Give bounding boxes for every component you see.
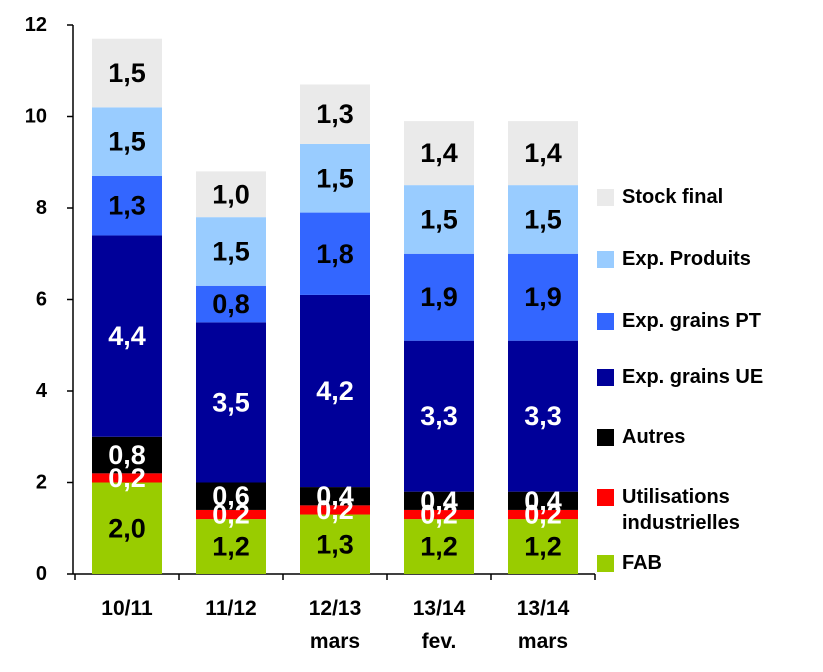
bar-segment <box>508 185 578 254</box>
x-tick-label: 13/14 fev. <box>412 597 466 653</box>
data-label: 0,8 <box>108 440 146 470</box>
legend-label: Autres <box>622 426 686 448</box>
data-label: 1,3 <box>108 191 146 221</box>
bar-segment <box>404 340 474 492</box>
data-label: 3,3 <box>524 401 562 431</box>
data-label: 1,9 <box>420 282 458 312</box>
data-label: 4,2 <box>316 376 354 406</box>
legend-swatch <box>597 369 614 386</box>
data-label: 1,5 <box>212 236 250 266</box>
bar-segment <box>508 519 578 574</box>
data-label: 1,5 <box>316 163 354 193</box>
bar-segment <box>92 38 162 108</box>
bar-segment <box>92 235 162 437</box>
bar-segment <box>300 514 370 574</box>
data-label: 0,2 <box>108 463 146 493</box>
bar-segment <box>92 482 162 574</box>
bar-segment <box>196 519 266 574</box>
y-tick-label: 12 <box>25 14 47 36</box>
bar-segment <box>404 253 474 341</box>
legend-swatch <box>597 313 614 330</box>
bar-segment <box>196 171 266 218</box>
x-tick-label: 10/11 <box>101 597 153 620</box>
bar-segment <box>196 217 266 286</box>
legend-label: Exp. Produits <box>622 248 751 270</box>
data-label: 1,4 <box>420 138 458 168</box>
bar-segment <box>300 294 370 488</box>
data-label: 4,4 <box>108 321 146 351</box>
bar-segment <box>196 322 266 483</box>
bar-segment <box>92 107 162 176</box>
bar-segment <box>404 185 474 254</box>
y-tick-label: 2 <box>36 472 47 494</box>
data-label: 2,0 <box>108 513 146 543</box>
data-label: 1,3 <box>316 99 354 129</box>
data-label: 1,5 <box>524 204 562 234</box>
x-tick-label: 13/14 mars <box>516 597 570 653</box>
y-tick-label: 4 <box>36 380 48 402</box>
bar-segment <box>92 473 162 483</box>
legend-swatch <box>597 555 614 572</box>
bar-segment <box>300 487 370 506</box>
bar-segment <box>404 491 474 510</box>
bar-segment <box>404 121 474 186</box>
data-label: 1,5 <box>420 204 458 234</box>
data-label: 1,5 <box>108 58 146 88</box>
data-label: 3,5 <box>212 387 250 417</box>
bar-segment <box>508 121 578 186</box>
data-label: 0,4 <box>316 481 354 511</box>
data-label: 1,0 <box>212 179 250 209</box>
x-tick-label: 11/12 <box>205 597 257 620</box>
data-label: 1,9 <box>524 282 562 312</box>
bar-segment <box>300 212 370 295</box>
y-tick-label: 0 <box>36 563 47 585</box>
legend-label: Utilisations industrielles <box>622 486 740 534</box>
bar-segment <box>508 253 578 341</box>
data-label: 0,8 <box>212 289 250 319</box>
data-label: 1,4 <box>524 138 562 168</box>
data-label: 0,2 <box>420 500 458 530</box>
legend-swatch <box>597 251 614 268</box>
legend-swatch <box>597 429 614 446</box>
bar-segment <box>300 143 370 213</box>
data-label: 0,2 <box>316 495 354 525</box>
data-label: 0,4 <box>524 486 562 516</box>
bar-segment <box>300 505 370 515</box>
data-label: 1,2 <box>212 532 250 562</box>
data-label: 1,2 <box>420 532 458 562</box>
legend-swatch <box>597 189 614 206</box>
bar-segment <box>196 482 266 510</box>
data-label: 0,6 <box>212 481 250 511</box>
legend-label: Exp. grains UE <box>622 366 764 388</box>
data-label: 0,2 <box>524 500 562 530</box>
data-label: 1,3 <box>316 529 354 559</box>
y-tick-label: 10 <box>25 106 47 128</box>
bar-segment <box>300 84 370 144</box>
data-label: 1,2 <box>524 532 562 562</box>
data-label: 0,2 <box>212 500 250 530</box>
bar-segment <box>196 509 266 520</box>
bar-segment <box>196 285 266 323</box>
legend-label: Stock final <box>622 186 724 208</box>
bar-segment <box>508 509 578 520</box>
legend-label: FAB <box>622 552 662 574</box>
data-label: 1,8 <box>316 239 354 269</box>
bar-segment <box>404 519 474 574</box>
x-tick-label: 12/13 mars <box>308 597 362 653</box>
y-tick-label: 6 <box>36 289 47 311</box>
bar-segment <box>404 509 474 520</box>
legend-swatch <box>597 489 614 506</box>
data-label: 0,4 <box>420 486 458 516</box>
data-label: 3,3 <box>420 401 458 431</box>
bar-segment <box>508 340 578 492</box>
bar-segment <box>508 491 578 510</box>
bar-segment <box>92 436 162 474</box>
legend-label: Exp. grains PT <box>622 310 761 332</box>
bar-segment <box>92 175 162 236</box>
y-tick-label: 8 <box>36 197 47 219</box>
data-label: 1,5 <box>108 127 146 157</box>
